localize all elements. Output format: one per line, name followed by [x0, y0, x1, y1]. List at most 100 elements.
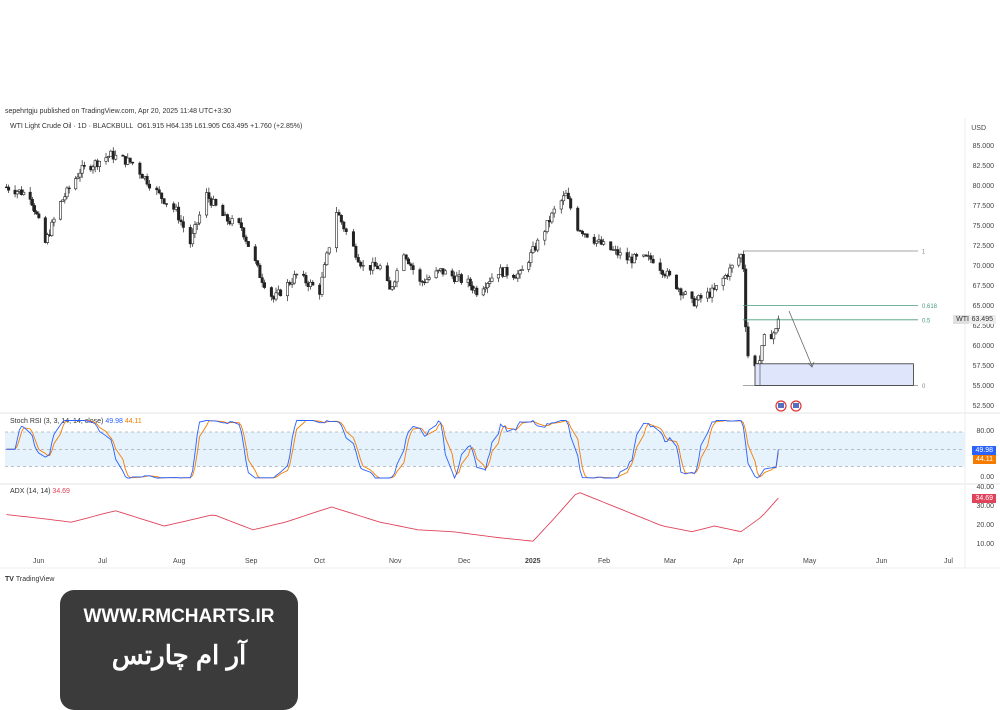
fib-level-label: 0.618	[922, 304, 938, 310]
candle-body	[191, 233, 195, 245]
candle-body	[488, 281, 492, 284]
candle-body	[547, 220, 551, 223]
tradingview-logo: TV TradingView	[5, 576, 55, 583]
stoch-k-line	[6, 419, 779, 480]
candle-body	[569, 198, 573, 209]
candle-body	[91, 166, 95, 171]
candle-body	[628, 256, 632, 261]
candle-body	[520, 269, 524, 271]
candle-body	[409, 263, 413, 266]
candle-body	[304, 275, 308, 284]
candle-body	[395, 270, 399, 283]
candle-body	[602, 241, 606, 245]
candle-body	[368, 265, 372, 271]
candle-body	[131, 161, 135, 164]
price-tick: 65.000	[972, 303, 994, 310]
adx-tick: 30.00	[976, 503, 994, 510]
candle-body	[390, 286, 394, 290]
stoch-k-price-label: 49.98	[972, 446, 996, 455]
candle-body	[143, 176, 147, 179]
candle-body	[225, 214, 229, 222]
candle-body	[373, 261, 377, 267]
candle-body	[274, 292, 278, 300]
candle-body	[527, 262, 531, 270]
candle-body	[148, 183, 152, 189]
candle-body	[67, 187, 71, 190]
price-tick: 80.000	[972, 183, 994, 190]
us-flag-event-icon	[793, 403, 799, 408]
candle-body	[351, 231, 355, 247]
candle-body	[33, 205, 37, 212]
candle-body	[253, 246, 257, 261]
candle-body	[342, 221, 346, 230]
adx-tick: 20.00	[976, 522, 994, 529]
candle-body	[455, 275, 459, 282]
candle-body	[665, 270, 669, 277]
candle-body	[744, 268, 748, 328]
price-tick: 75.000	[972, 223, 994, 230]
candle-body	[625, 252, 629, 261]
currency-label: USD	[971, 125, 986, 132]
candle-body	[658, 262, 662, 271]
time-tick: Nov	[389, 558, 402, 565]
candle-body	[258, 264, 262, 278]
candle-body	[427, 277, 431, 280]
candle-body	[699, 295, 703, 299]
candle-body	[737, 257, 741, 266]
candle-body	[311, 281, 315, 286]
candle-body	[393, 281, 397, 288]
price-tick: 62.500	[972, 323, 994, 330]
price-tick: 52.500	[972, 403, 994, 410]
candle-body	[468, 278, 472, 287]
candle-body	[256, 260, 260, 266]
price-chart[interactable]: 1 0.618 0.5 0	[0, 0, 1000, 600]
candle-body	[583, 233, 587, 235]
candle-body	[483, 287, 487, 290]
candle-body	[378, 265, 382, 270]
time-tick: Apr	[733, 558, 744, 565]
candle-body	[592, 236, 596, 244]
candle-body	[674, 274, 678, 290]
watermark-name: آر ام چارتس	[111, 640, 247, 670]
time-tick: May	[803, 558, 817, 565]
candle-body	[533, 246, 537, 251]
candle-body	[496, 274, 500, 279]
candle-body	[649, 255, 653, 260]
price-tick: 57.500	[972, 363, 994, 370]
time-tick: Jul	[944, 558, 953, 565]
candle-body	[545, 220, 549, 232]
price-tick: 82.500	[972, 163, 994, 170]
candle-body	[164, 203, 168, 205]
candle-body	[327, 247, 331, 254]
symbol-name[interactable]: WTI Light Crude Oil · 1D · BLACKBULL	[10, 123, 134, 130]
candle-body	[242, 227, 246, 238]
candle-body	[356, 257, 360, 263]
candle-body	[642, 254, 646, 257]
candle-body	[613, 249, 617, 251]
candle-body	[15, 191, 19, 195]
candle-body	[599, 239, 603, 245]
candle-body	[404, 254, 408, 260]
stoch-legend: Stoch RSI (3, 3, 14, 14, close) 49.98 44…	[10, 418, 142, 425]
candle-body	[388, 280, 392, 290]
candle-body	[715, 285, 719, 290]
candle-body	[741, 254, 745, 270]
candle-body	[354, 245, 358, 258]
candle-body	[774, 328, 778, 334]
candle-body	[531, 246, 535, 253]
candle-body	[681, 293, 685, 296]
candle-body	[475, 287, 479, 296]
price-tick: 67.500	[972, 283, 994, 290]
candle-body	[106, 156, 110, 159]
candle-body	[516, 273, 520, 279]
candle-body	[668, 270, 672, 276]
candle-body	[376, 266, 380, 270]
adx-title[interactable]: ADX (14, 14)	[10, 488, 51, 495]
candle-body	[246, 241, 250, 247]
stoch-title[interactable]: Stoch RSI (3, 3, 14, 14, close)	[10, 418, 104, 425]
candle-body	[198, 214, 202, 224]
time-tick: Dec	[458, 558, 471, 565]
candle-body	[65, 187, 69, 198]
candle-body	[74, 178, 78, 190]
candle-body	[536, 239, 540, 251]
